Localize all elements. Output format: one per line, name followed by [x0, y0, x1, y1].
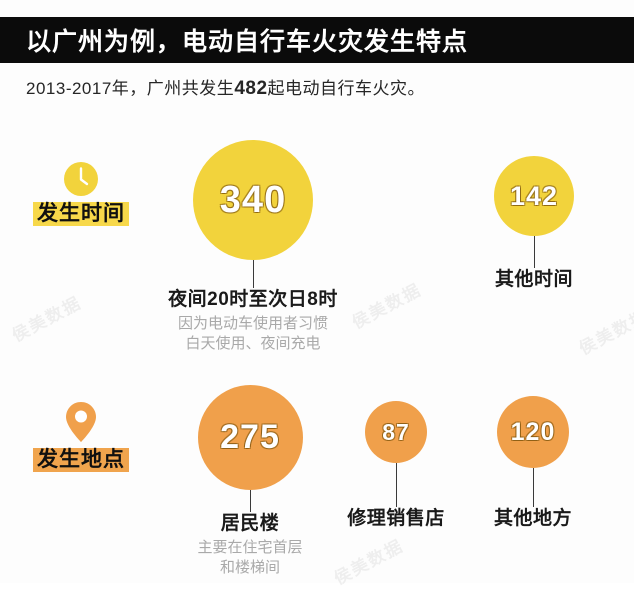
clock-icon [6, 152, 156, 198]
bubble-label-87: 修理销售店 [347, 508, 445, 529]
section-label-time: 发生时间 [6, 152, 156, 226]
bubble-label-275: 居民楼 [220, 513, 280, 534]
section-label-place: 发生地点 [6, 398, 156, 472]
subtitle-total: 482 [234, 78, 268, 99]
bubble-value-275: 275 [220, 418, 280, 456]
bubble-group-repair-shop: 87 修理销售店 [326, 401, 466, 531]
bubble-value-340: 340 [219, 178, 287, 221]
watermark: 侯美数据 [8, 293, 85, 346]
bubble-group-other-place: 120 其他地方 [463, 396, 603, 531]
bubble-value-142: 142 [509, 180, 559, 211]
watermark: 侯美数据 [330, 536, 407, 589]
bubble-group-night: 340 夜间20时至次日8时 因为电动车使用者习惯 白天使用、夜间充电 [153, 140, 353, 354]
bubble-value-120: 120 [510, 417, 556, 446]
bubble-circle-340: 340 [193, 140, 313, 260]
section-label-time-text: 发生时间 [33, 202, 129, 226]
page-title: 以广州为例，电动自行车火灾发生特点 [26, 28, 469, 56]
bubble-label-340: 夜间20时至次日8时 [168, 289, 338, 310]
bubble-sub-340-line2: 白天使用、夜间充电 [185, 335, 321, 352]
subtitle-suffix: 起电动自行车火灾。 [267, 79, 426, 98]
bubble-group-residential: 275 居民楼 主要在住宅首层 和楼梯间 [160, 385, 340, 578]
bubble-label-142: 其他时间 [494, 269, 573, 290]
subtitle: 2013-2017年，广州共发生482起电动自行车火灾。 [26, 74, 425, 100]
bubble-circle-275: 275 [197, 385, 303, 490]
bubble-connector [249, 490, 251, 512]
watermark: 侯美数据 [575, 306, 634, 359]
bubble-sub-275-line2: 和楼梯间 [219, 559, 280, 576]
header-band: 以广州为例，电动自行车火灾发生特点 [0, 17, 634, 63]
bubble-label-120: 其他地方 [493, 508, 572, 529]
bubble-connector [395, 463, 397, 507]
bubble-sub-340-line1: 因为电动车使用者习惯 [177, 315, 328, 332]
bubble-circle-142: 142 [494, 156, 574, 236]
watermark: 侯美数据 [348, 280, 425, 333]
bubble-circle-87: 87 [365, 401, 427, 463]
bubble-group-other-time: 142 其他时间 [454, 156, 614, 292]
bubble-connector [252, 260, 254, 288]
map-pin-icon [6, 398, 156, 444]
section-label-place-text: 发生地点 [33, 448, 129, 472]
bubble-value-87: 87 [382, 418, 410, 445]
bubble-connector [533, 236, 535, 268]
bubble-sub-275-line1: 主要在住宅首层 [197, 539, 303, 556]
bubble-connector [532, 468, 534, 507]
subtitle-prefix: 2013-2017年，广州共发生 [26, 79, 235, 98]
bubble-circle-120: 120 [497, 396, 569, 468]
